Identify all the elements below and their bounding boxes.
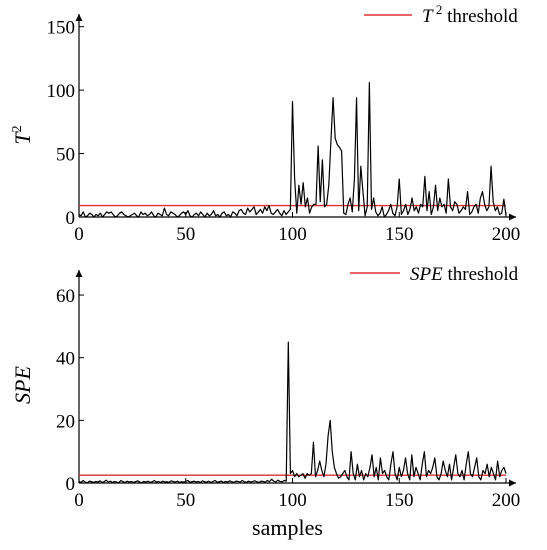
t2-x-tick-label: 150 [385, 224, 414, 245]
spe-y-tick-label: 40 [56, 349, 75, 370]
spe-x-tick-label: 200 [492, 490, 521, 511]
t2-x-arrow [509, 213, 516, 221]
spe-x-tick-label: 50 [176, 490, 195, 511]
t2-y-tick-label: 100 [47, 81, 76, 102]
spe-y-tick-label: 60 [56, 286, 75, 307]
t2-chart: 0 50 100 150 200 0 50 100 150 T 2 threshold T2 [10, 2, 520, 245]
spe-series-line [78, 341, 507, 484]
t2-y-tick-label: 0 [66, 208, 76, 229]
spe-y-tick-label: 20 [56, 411, 75, 432]
spe-x-tick-label: 150 [385, 490, 414, 511]
t2-y-axis-label: T2 [10, 125, 35, 144]
t2-x-tick-label: 200 [492, 224, 521, 245]
spe-y-tick-label: 0 [66, 474, 76, 495]
t2-x-tick-label: 0 [74, 224, 84, 245]
spe-x-tick-label: 100 [278, 490, 307, 511]
spe-x-arrow [509, 479, 516, 487]
spe-x-axis-label: samples [252, 515, 323, 540]
t2-y-tick-label: 150 [47, 18, 76, 39]
t2-x-tick-label: 100 [278, 224, 307, 245]
spe-chart: 0 50 100 150 200 0 20 40 60 SPE threshold SPE sampl… [10, 264, 520, 540]
t2-series-line [78, 81, 507, 218]
spe-x-tick-label: 0 [74, 490, 84, 511]
t2-y-arrow [75, 14, 83, 21]
t2-y-tick-label: 50 [56, 145, 75, 166]
spe-legend-label: SPE threshold [410, 264, 519, 285]
t2-legend-label: T 2 threshold [422, 2, 518, 27]
spe-y-arrow [75, 270, 83, 277]
t2-x-tick-label: 50 [176, 224, 195, 245]
spe-y-axis-label: SPE [10, 366, 35, 404]
